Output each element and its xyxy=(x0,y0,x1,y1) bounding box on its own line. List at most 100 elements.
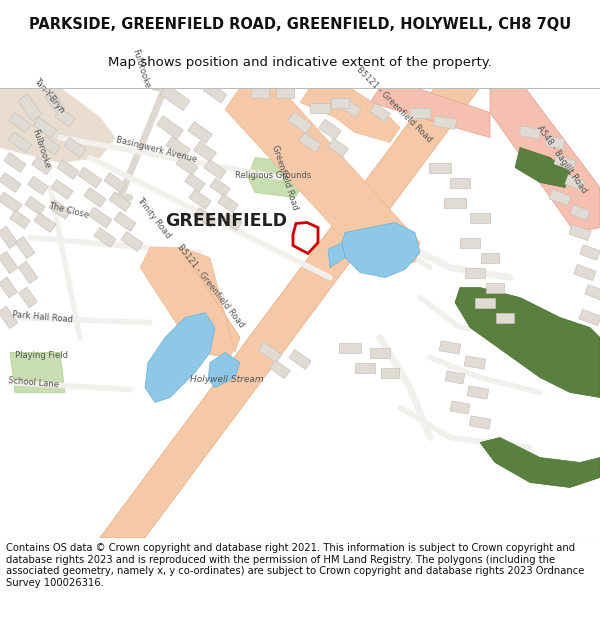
Bar xyxy=(310,102,330,112)
Bar xyxy=(339,98,361,118)
Bar xyxy=(570,205,590,220)
Polygon shape xyxy=(100,88,480,538)
Bar xyxy=(222,213,242,231)
Text: Map shows position and indicative extent of the property.: Map shows position and indicative extent… xyxy=(108,56,492,69)
Bar xyxy=(25,196,45,215)
Polygon shape xyxy=(515,148,570,188)
Polygon shape xyxy=(225,88,420,268)
Bar xyxy=(185,173,205,192)
Bar xyxy=(0,173,21,192)
Bar xyxy=(270,360,290,379)
Text: Fulbrooke: Fulbrooke xyxy=(30,127,51,169)
Bar xyxy=(0,306,18,329)
Bar xyxy=(460,238,480,248)
Bar xyxy=(104,173,126,192)
Bar xyxy=(19,288,37,308)
Text: Holywell Stream: Holywell Stream xyxy=(190,376,263,384)
Bar xyxy=(0,192,22,213)
Bar xyxy=(210,178,230,197)
Bar xyxy=(34,213,56,232)
Bar xyxy=(276,88,294,98)
Polygon shape xyxy=(248,158,305,198)
Polygon shape xyxy=(455,288,600,398)
Bar xyxy=(64,138,86,158)
Text: GREENFIELD: GREENFIELD xyxy=(165,211,287,229)
Text: PARKSIDE, GREENFIELD ROAD, GREENFIELD, HOLYWELL, CH8 7QU: PARKSIDE, GREENFIELD ROAD, GREENFIELD, H… xyxy=(29,17,571,32)
Text: School Lane: School Lane xyxy=(8,376,59,389)
Bar xyxy=(0,251,18,274)
Bar xyxy=(4,152,26,173)
Bar xyxy=(565,175,585,190)
Text: The Close: The Close xyxy=(48,201,90,219)
Bar xyxy=(160,84,190,111)
Text: Tan-Y-Bryn: Tan-Y-Bryn xyxy=(32,76,66,114)
Bar xyxy=(519,126,541,139)
Bar xyxy=(45,91,65,114)
Bar xyxy=(109,192,131,211)
Polygon shape xyxy=(480,438,600,488)
Bar xyxy=(579,309,600,326)
Bar xyxy=(176,156,198,176)
Bar xyxy=(49,199,71,219)
Bar xyxy=(328,138,348,157)
Bar xyxy=(288,112,312,133)
Bar xyxy=(545,136,565,149)
Bar xyxy=(33,117,57,138)
Bar xyxy=(78,167,102,188)
Bar xyxy=(189,189,211,209)
Bar xyxy=(465,268,485,278)
Text: Park Hall Road: Park Hall Road xyxy=(12,310,73,324)
Bar xyxy=(28,176,48,195)
Polygon shape xyxy=(490,88,600,232)
Bar xyxy=(57,159,79,179)
Bar xyxy=(469,416,491,429)
Bar xyxy=(450,401,470,414)
Polygon shape xyxy=(0,88,115,162)
Bar xyxy=(258,342,282,363)
Bar xyxy=(194,208,216,227)
Bar xyxy=(88,207,112,228)
Bar xyxy=(251,88,269,98)
Bar xyxy=(15,236,35,259)
Text: B5121 - Greenfield Road: B5121 - Greenfield Road xyxy=(355,65,434,144)
Polygon shape xyxy=(370,88,490,138)
Polygon shape xyxy=(145,312,215,402)
Bar xyxy=(475,298,495,308)
Text: Religious Grounds: Religious Grounds xyxy=(235,171,311,179)
Bar xyxy=(55,108,75,127)
Bar xyxy=(381,368,399,378)
Bar xyxy=(370,103,390,122)
Bar xyxy=(439,341,461,354)
Text: Contains OS data © Crown copyright and database right 2021. This information is : Contains OS data © Crown copyright and d… xyxy=(6,543,584,588)
Bar xyxy=(467,386,489,399)
Text: Trinity Road: Trinity Road xyxy=(135,195,172,239)
Bar xyxy=(94,228,116,248)
Text: Greenfield Road: Greenfield Road xyxy=(270,144,299,211)
Bar xyxy=(204,159,226,179)
Bar xyxy=(549,189,571,206)
Bar xyxy=(157,116,184,139)
Bar xyxy=(331,98,349,107)
Bar xyxy=(429,162,451,172)
Bar xyxy=(18,94,42,121)
Bar xyxy=(464,356,486,369)
Bar xyxy=(0,226,18,249)
Bar xyxy=(445,371,465,384)
Polygon shape xyxy=(300,88,400,142)
Bar xyxy=(470,213,490,222)
Bar xyxy=(188,122,212,143)
Bar xyxy=(444,198,466,208)
Bar xyxy=(486,282,504,292)
Bar xyxy=(18,261,38,284)
Bar xyxy=(370,348,390,358)
Bar xyxy=(299,132,321,152)
Bar xyxy=(339,342,361,352)
Bar xyxy=(319,119,341,140)
Bar xyxy=(9,112,31,132)
Polygon shape xyxy=(208,352,240,388)
Polygon shape xyxy=(342,222,420,278)
Text: Fulbrooke: Fulbrooke xyxy=(130,48,151,89)
Bar xyxy=(203,82,227,103)
Text: A548 - Bagillt Road: A548 - Bagillt Road xyxy=(535,124,589,194)
Bar xyxy=(84,188,106,208)
